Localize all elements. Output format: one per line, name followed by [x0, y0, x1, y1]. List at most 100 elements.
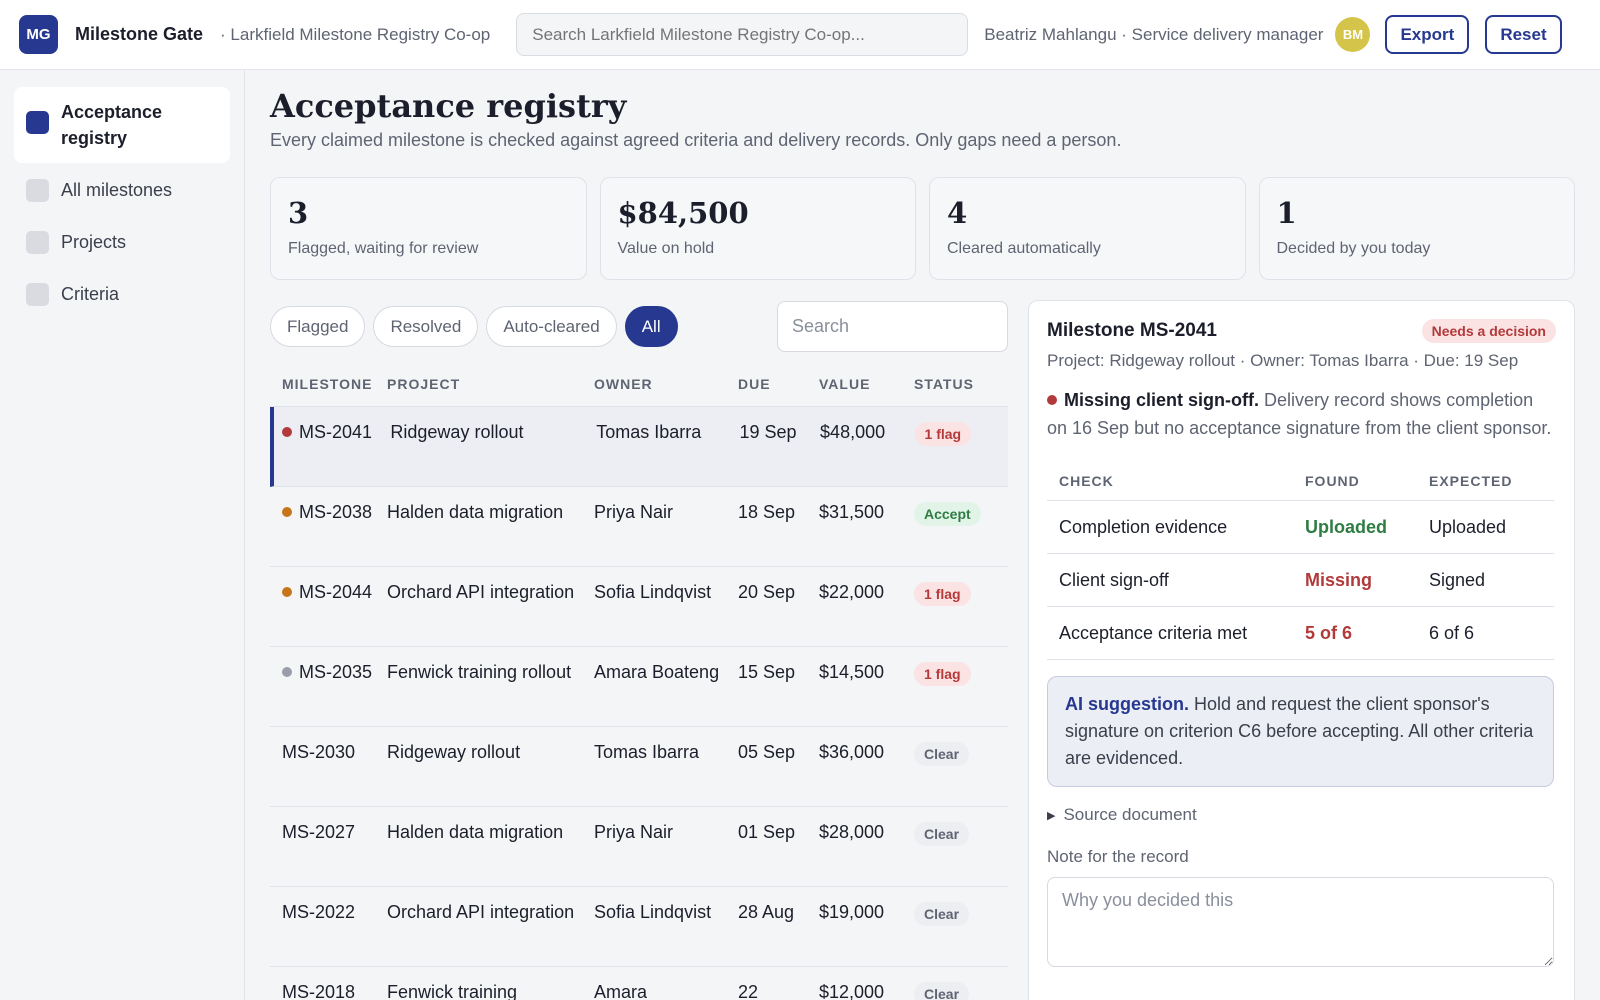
sidebar: Acceptance registry All milestones Proje… — [0, 70, 245, 1000]
status-cell: Clear — [914, 819, 1008, 886]
project-name: Fenwick training — [387, 982, 518, 1000]
check-expected: Signed — [1429, 569, 1486, 590]
status-cell: Clear — [914, 899, 1008, 966]
note-field[interactable] — [1047, 877, 1554, 967]
project-name: Ridgeway rollout — [387, 742, 521, 762]
check-found: 5 of 6 — [1305, 622, 1353, 643]
filter-flagged[interactable]: Flagged — [270, 306, 366, 347]
milestone-id-text: MS-2041 — [299, 422, 373, 442]
table-row[interactable]: MS-2022 Orchard API integration Sofia Lind… — [270, 887, 1008, 967]
stat-label: Decided by you today — [1276, 240, 1431, 257]
criteria-icon — [26, 283, 49, 306]
project-name: Halden data migration — [387, 822, 564, 842]
stats-row: 3 Flagged, waiting for review $84,500 Va… — [270, 177, 1575, 280]
column-header-value[interactable]: VALUE — [819, 375, 871, 392]
milestone-search-input[interactable] — [777, 301, 1008, 352]
column-header-owner[interactable]: OWNER — [594, 375, 653, 392]
avatar[interactable]: BM — [1335, 17, 1371, 52]
app-title: Milestone Gate — [75, 24, 204, 44]
ai-suggestion: AI suggestion. Hold and request the clie… — [1047, 676, 1554, 787]
due-date: 15 Sep — [738, 662, 796, 682]
check-found: Uploaded — [1305, 516, 1388, 537]
reset-button[interactable]: Reset — [1485, 15, 1562, 54]
global-search-input[interactable] — [516, 13, 969, 56]
main-content: Acceptance registry Every claimed milest… — [270, 70, 1575, 1000]
milestone-id: MS-2041 — [274, 419, 390, 486]
checks-header: CHECK FOUND EXPECTED — [1047, 461, 1554, 501]
check-name: Acceptance criteria met — [1059, 622, 1248, 643]
owner-name: Tomas Ibarra — [594, 742, 700, 762]
project-name: Ridgeway rollout — [390, 422, 524, 442]
project-name: Halden data migration — [387, 502, 564, 522]
due-date: 05 Sep — [738, 742, 796, 762]
check-expected: 6 of 6 — [1429, 622, 1475, 643]
milestone-id: MS-2027 — [270, 819, 387, 886]
sidebar-item-label: All milestones — [61, 180, 173, 200]
sidebar-item-label: Acceptance registry — [61, 102, 163, 148]
user-name: Beatriz Mahlangu · Service delivery mana… — [984, 24, 1324, 44]
project-name: Fenwick training rollout — [387, 662, 572, 682]
issue-text: Delivery record shows completion on 16 S… — [1047, 390, 1552, 438]
source-document-toggle[interactable]: ▶ Source document — [1047, 805, 1556, 825]
ai-suggestion-label: AI suggestion. — [1065, 694, 1190, 714]
stat-label: Value on hold — [617, 240, 715, 257]
milestone-value: $14,500 — [819, 662, 885, 682]
milestone-id-text: MS-2018 — [282, 982, 356, 1000]
due-date: 20 Sep — [738, 582, 796, 602]
due-date: 19 Sep — [739, 422, 797, 442]
milestone-id-text: MS-2027 — [282, 822, 356, 842]
milestone-id: MS-2035 — [270, 659, 387, 726]
filter-resolved[interactable]: Resolved — [373, 306, 479, 347]
table-row[interactable]: MS-2030 Ridgeway rollout Tomas Ibarra 05 Se… — [270, 727, 1008, 807]
status-badge: 1 flag — [914, 582, 971, 606]
column-header-due[interactable]: DUE — [738, 375, 771, 392]
detail-header: Milestone MS-2041 Needs a decision — [1047, 319, 1556, 343]
flag-dot-icon — [1047, 395, 1057, 405]
table-row[interactable]: MS-2018 Fenwick training Amara 22 $12,000 Cle… — [270, 967, 1008, 1000]
detail-panel: Milestone MS-2041 Needs a decision Proje… — [1028, 300, 1575, 1000]
status-cell: Clear — [914, 979, 1008, 1000]
column-header-status[interactable]: STATUS — [914, 375, 974, 392]
sidebar-item-acceptance-registry[interactable]: Acceptance registry — [14, 87, 230, 163]
table-row[interactable]: MS-2041 Ridgeway rollout Tomas Ibarra 19 Se… — [270, 407, 1008, 487]
sidebar-item-all-milestones[interactable]: All milestones — [14, 165, 230, 215]
detail-meta: Project: Ridgeway rollout · Owner: Tomas… — [1047, 351, 1519, 370]
sidebar-item-projects[interactable]: Projects — [14, 217, 230, 267]
status-dot-icon — [282, 507, 292, 517]
checks-table: CHECK FOUND EXPECTED Completion evidence… — [1047, 461, 1554, 660]
table-row[interactable]: MS-2027 Halden data migration Priya Nair 01… — [270, 807, 1008, 887]
check-found: Missing — [1305, 569, 1373, 590]
stat-card-flagged: 3 Flagged, waiting for review — [270, 177, 587, 280]
filter-chips: Flagged Resolved Auto-cleared All — [270, 306, 678, 347]
table-row[interactable]: MS-2044 Orchard API integration Sofia Lind… — [270, 567, 1008, 647]
app-logo: MG — [19, 15, 58, 54]
due-date: 18 Sep — [738, 502, 796, 522]
milestone-id-text: MS-2044 — [299, 582, 373, 602]
filter-all[interactable]: All — [624, 306, 678, 347]
table-row[interactable]: MS-2035 Fenwick training rollout Amara Boa… — [270, 647, 1008, 727]
filter-auto-cleared[interactable]: Auto-cleared — [486, 306, 617, 347]
status-cell: Accept — [914, 499, 1008, 566]
milestone-id-text: MS-2022 — [282, 902, 356, 922]
milestone-id: MS-2022 — [270, 899, 387, 966]
milestone-value: $31,500 — [819, 502, 885, 522]
status-cell: 1 flag — [914, 419, 1008, 486]
status-cell: 1 flag — [914, 659, 1008, 726]
column-header-project[interactable]: PROJECT — [387, 375, 461, 392]
column-header-milestone[interactable]: MILESTONE — [282, 375, 373, 392]
sidebar-item-criteria[interactable]: Criteria — [14, 269, 230, 319]
table-row[interactable]: MS-2038 Halden data migration Priya Nair 18… — [270, 487, 1008, 567]
page-subtitle: Every claimed milestone is checked again… — [270, 130, 1122, 150]
milestone-value: $12,000 — [819, 982, 885, 1000]
milestone-id-text: MS-2035 — [299, 662, 373, 682]
milestone-value: $48,000 — [820, 422, 886, 442]
org-name: · Larkfield Milestone Registry Co-op — [220, 24, 491, 44]
acceptance-registry-icon — [26, 111, 49, 134]
status-dot-icon — [282, 667, 292, 677]
projects-icon — [26, 231, 49, 254]
status-cell: Clear — [914, 739, 1008, 806]
sidebar-item-label: Projects — [61, 232, 127, 252]
milestone-value: $22,000 — [819, 582, 885, 602]
milestone-id: MS-2038 — [270, 499, 387, 566]
export-button[interactable]: Export — [1385, 15, 1470, 54]
